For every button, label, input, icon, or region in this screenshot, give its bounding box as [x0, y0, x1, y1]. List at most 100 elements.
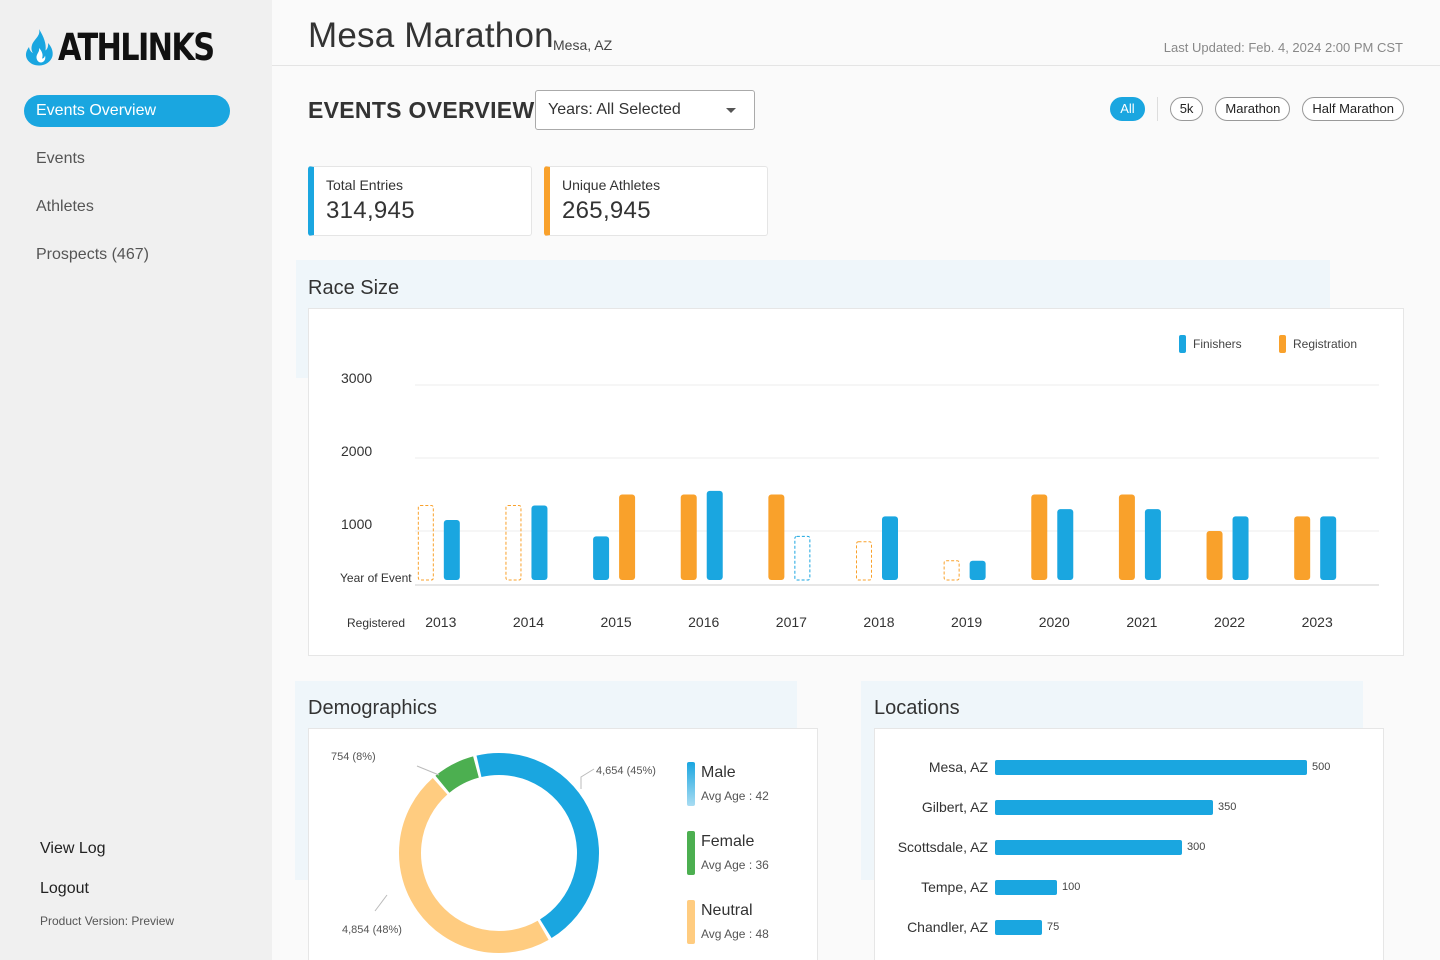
x-row-label: Registered: [347, 616, 405, 630]
bar-finishers-2019[interactable]: [969, 560, 986, 580]
x-tick-label: 2013: [425, 614, 456, 630]
location-name: Mesa, AZ: [928, 759, 988, 775]
athlinks-logo[interactable]: ATHLINKS: [24, 28, 248, 66]
x-tick-label: 2023: [1302, 614, 1333, 630]
race-size-chart: 1000 2000 3000 2013 2014 2015 2016 2017 2018 2019…: [340, 370, 1379, 630]
x-tick-label: 2017: [776, 614, 807, 630]
x-tick-label: 2019: [951, 614, 982, 630]
sidebar-nav: Events Overview Events Athletes Prospect…: [24, 95, 230, 287]
bar-registration-2022[interactable]: [1206, 531, 1223, 580]
legend-finishers[interactable]: Finishers: [1179, 335, 1242, 353]
leader-line-female: [416, 765, 440, 776]
x-tick-label: 2022: [1214, 614, 1245, 630]
sidebar-item-athletes[interactable]: Athletes: [36, 198, 94, 215]
stat-card-unique-athletes: Unique Athletes 265,945: [544, 166, 768, 236]
donut-slice-male[interactable]: [476, 753, 599, 939]
bar-finishers-2016[interactable]: [706, 490, 723, 580]
view-log-link[interactable]: View Log: [40, 840, 106, 857]
bar-finishers-2020[interactable]: [1057, 509, 1074, 580]
demographics-donut: 754 (8%) 4,654 (45%) 4,854 (48%): [331, 751, 656, 953]
bar-finishers-2017[interactable]: [794, 535, 811, 581]
race-size-card: Finishers Registration 1000 2000 3000 2013 2…: [308, 308, 1404, 656]
sidebar-item-events[interactable]: Events: [36, 150, 85, 167]
location-bar: [995, 760, 1307, 775]
donut-slice-female[interactable]: [435, 756, 480, 794]
y-tick-label: 2000: [341, 443, 372, 459]
bar-finishers-2021[interactable]: [1144, 509, 1161, 580]
location-row[interactable]: Scottsdale, AZ 300: [875, 837, 1385, 857]
x-tick-label: 2018: [863, 614, 894, 630]
location-row[interactable]: Mesa, AZ 500: [875, 757, 1385, 777]
bar-registration-2018[interactable]: [856, 541, 872, 581]
slice-label-female: 754 (8%): [331, 751, 376, 763]
race-size-title: Race Size: [308, 277, 400, 299]
legend-avg-age: Avg Age : 48: [701, 927, 769, 941]
leader-line-neutral: [374, 894, 388, 912]
logout-link[interactable]: Logout: [40, 880, 89, 897]
stat-value: 314,945: [326, 197, 415, 224]
years-select-value: Years: All Selected: [548, 101, 681, 118]
location-value: 300: [1187, 841, 1206, 853]
legend-swatch: [687, 762, 695, 806]
bar-registration-2017[interactable]: [768, 494, 785, 581]
filter-5k[interactable]: 5k: [1169, 97, 1204, 121]
location-value: 75: [1047, 921, 1060, 933]
bar-registration-2021[interactable]: [1118, 494, 1135, 581]
bar-finishers-2022[interactable]: [1232, 516, 1249, 580]
bar-finishers-2018[interactable]: [882, 516, 898, 580]
years-select[interactable]: Years: All Selected: [535, 90, 755, 130]
x-tick-label: 2016: [688, 614, 719, 630]
event-location: Mesa, AZ: [553, 37, 613, 53]
location-row[interactable]: Gilbert, AZ 350: [875, 797, 1385, 817]
legend-label: Registration: [1293, 337, 1358, 351]
location-name: Scottsdale, AZ: [897, 839, 988, 855]
bar-registration-2013[interactable]: [417, 504, 434, 581]
location-name: Chandler, AZ: [907, 919, 988, 935]
bar-registration-2019[interactable]: [943, 560, 960, 581]
bar-finishers-2013[interactable]: [443, 520, 460, 580]
page-title: Mesa Marathon: [308, 16, 554, 55]
legend-name: Neutral: [701, 902, 753, 919]
section-title: EVENTS OVERVIEW: [308, 97, 535, 123]
location-row[interactable]: Chandler, AZ 75: [875, 917, 1385, 937]
sidebar: ATHLINKS Events Overview Events Athletes…: [0, 0, 272, 960]
bar-finishers-2014[interactable]: [531, 505, 548, 580]
bar-registration-2015[interactable]: [619, 494, 636, 581]
location-value: 500: [1312, 761, 1331, 773]
sidebar-item-events-overview[interactable]: Events Overview: [24, 95, 230, 127]
stat-label: Unique Athletes: [562, 177, 661, 193]
location-row[interactable]: Tempe, AZ 100: [875, 877, 1385, 897]
x-tick-label: 2015: [601, 614, 632, 630]
x-tick-label: 2021: [1126, 614, 1157, 630]
filter-half-marathon[interactable]: Half Marathon: [1302, 97, 1404, 121]
bar-finishers-2015[interactable]: [593, 536, 610, 580]
legend-label: Finishers: [1193, 337, 1242, 351]
product-version: Product Version: Preview: [40, 914, 175, 928]
sidebar-item-prospects[interactable]: Prospects (467): [36, 246, 149, 263]
filter-divider: [1156, 97, 1158, 121]
bar-registration-2020[interactable]: [1031, 494, 1048, 581]
location-name: Gilbert, AZ: [921, 799, 988, 815]
x-tick-label: 2020: [1039, 614, 1070, 630]
bar-registration-2023[interactable]: [1294, 516, 1311, 580]
caret-down-icon: [726, 108, 736, 113]
filter-all[interactable]: All: [1110, 97, 1145, 121]
x-tick-label: 2014: [513, 614, 544, 630]
x-axis-title: Year of Event: [340, 571, 412, 585]
bar-registration-2014[interactable]: [505, 504, 522, 581]
slice-label-male: 4,654 (45%): [596, 765, 656, 777]
filter-marathon[interactable]: Marathon: [1215, 97, 1291, 121]
bar-finishers-2023[interactable]: [1320, 516, 1337, 580]
flame-icon: [25, 29, 53, 66]
legend-avg-age: Avg Age : 36: [701, 858, 769, 872]
legend-swatch: [687, 831, 695, 875]
legend-registration[interactable]: Registration: [1279, 335, 1357, 353]
demographics-title: Demographics: [308, 697, 437, 719]
legend-name: Female: [701, 833, 755, 850]
location-bar: [995, 840, 1182, 855]
page-header: Mesa Marathon Mesa, AZ Last Updated: Feb…: [272, 0, 1440, 66]
donut-slice-neutral[interactable]: [399, 778, 549, 953]
stat-card-total-entries: Total Entries 314,945: [308, 166, 532, 236]
location-value: 350: [1218, 801, 1237, 813]
bar-registration-2016[interactable]: [680, 494, 697, 581]
